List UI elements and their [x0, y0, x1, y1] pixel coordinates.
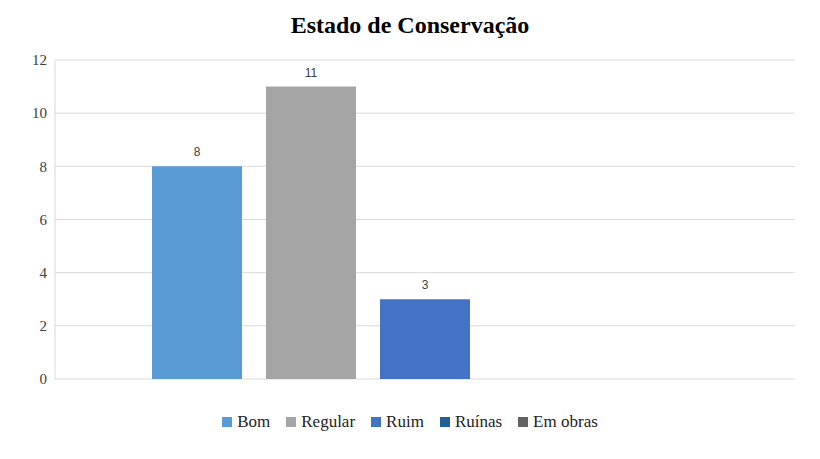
svg-text:6: 6: [40, 212, 48, 228]
html-text:Estado de Conservação: Estado de Conservação: [290, 12, 530, 38]
svg-text:3: 3: [422, 278, 429, 292]
html-text:Bom: Bom: [237, 412, 271, 431]
html-text:Regular: Regular: [301, 412, 356, 431]
svg-text:0: 0: [40, 371, 48, 387]
svg-text:10: 10: [32, 105, 47, 121]
svg-text:8: 8: [40, 159, 48, 175]
html-text:Em obras: Em obras: [533, 412, 598, 431]
html-text:Ruim: Ruim: [386, 412, 424, 431]
svg-text:4: 4: [40, 265, 48, 281]
svg-text:11: 11: [305, 66, 318, 80]
svg-text:12: 12: [32, 52, 47, 68]
svg-text:8: 8: [194, 145, 201, 159]
html-text:Ruínas: Ruínas: [454, 412, 503, 431]
svg-text:2: 2: [40, 318, 48, 334]
